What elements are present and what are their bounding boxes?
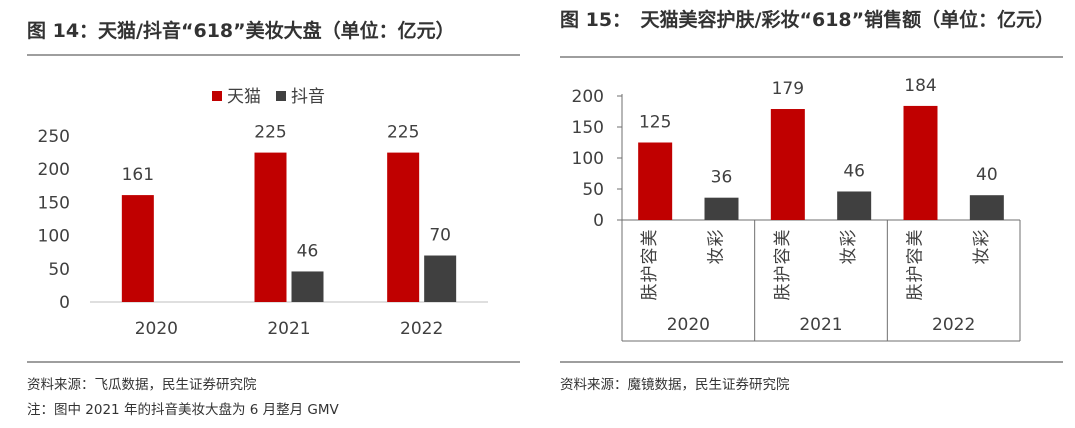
category-label-char: 彩 — [972, 230, 992, 247]
right-title-rule — [560, 56, 1063, 58]
category-label-char: 彩 — [707, 230, 727, 247]
category-label-char: 美 — [906, 230, 926, 247]
y-tick-label: 150 — [38, 193, 70, 213]
category-label-char: 美 — [640, 230, 660, 247]
y-tick-label: 150 — [572, 118, 604, 138]
bar-tmall-2020 — [121, 195, 154, 302]
left-bar-chart: 0 50 100 150 200 250 161 2020 225 46 2021 225 70 2022… — [38, 87, 488, 339]
y-tick-label: 250 — [38, 127, 70, 147]
bar-skincare-2021 — [770, 109, 805, 220]
data-label: 70 — [429, 226, 451, 246]
legend-label: 天猫 — [227, 87, 261, 107]
legend-swatch-douyin — [276, 91, 286, 101]
group-label: 2022 — [932, 315, 975, 335]
bar-makeup-2021 — [837, 191, 872, 220]
x-tick-label: 2020 — [135, 319, 178, 339]
right-bar-chart: 050100150200125美容护肤36彩妆2020179美容护肤46彩妆20… — [572, 76, 1021, 342]
y-tick-label: 0 — [59, 293, 70, 313]
data-label: 125 — [639, 113, 671, 133]
y-tick-label: 100 — [38, 227, 70, 247]
right-chart-title: 图 15： 天猫美容护肤/彩妆“618”销售额（单位：亿元） — [560, 9, 1055, 31]
left-source-text: 资料来源：飞瓜数据，民生证券研究院 — [27, 377, 257, 393]
y-tick-label: 0 — [593, 211, 604, 231]
legend-swatch-tmall — [212, 91, 222, 101]
bar-douyin-2021 — [291, 271, 324, 302]
bar-skincare-2020 — [638, 142, 673, 220]
category-label-char: 肤 — [640, 284, 660, 301]
category-label-char: 美 — [773, 229, 793, 246]
data-label: 46 — [843, 161, 865, 181]
data-label: 179 — [772, 79, 804, 99]
category-label-char: 护 — [906, 266, 926, 283]
category-label-char: 妆 — [707, 248, 727, 265]
bar-tmall-2021 — [254, 152, 287, 302]
left-source-rule — [27, 361, 520, 363]
category-label-char: 护 — [640, 266, 660, 283]
y-tick-label: 50 — [48, 260, 70, 280]
y-tick-label: 200 — [38, 160, 70, 180]
data-label: 225 — [387, 123, 419, 143]
bar-makeup-2020 — [704, 197, 739, 220]
category-label-char: 容 — [773, 247, 793, 264]
left-note-text: 注：图中 2021 年的抖音美妆大盘为 6 月整月 GMV — [27, 402, 339, 418]
category-label-char: 肤 — [906, 284, 926, 301]
data-label: 161 — [122, 165, 154, 185]
right-source-rule — [560, 361, 1063, 363]
bar-skincare-2022 — [903, 105, 938, 220]
group-label: 2021 — [799, 315, 842, 335]
category-label-char: 护 — [773, 266, 793, 283]
left-title-rule — [27, 54, 520, 56]
data-label: 40 — [976, 165, 998, 185]
x-tick-label: 2022 — [400, 319, 443, 339]
right-source-text: 资料来源：魔镜数据，民生证券研究院 — [560, 377, 790, 393]
y-tick-label: 200 — [572, 87, 604, 107]
bar-douyin-2022 — [424, 255, 457, 302]
category-label-char: 彩 — [839, 230, 859, 247]
legend-label: 抖音 — [291, 87, 325, 107]
left-chart-panel: 图 14：天猫/抖音“618”美妆大盘（单位：亿元） 0 50 100 150 200 2… — [0, 0, 530, 428]
category-label-char: 容 — [906, 248, 926, 265]
category-label-char: 妆 — [839, 248, 859, 265]
data-label: 225 — [254, 123, 286, 143]
category-label-char: 肤 — [773, 284, 793, 301]
data-label: 36 — [711, 168, 733, 188]
data-label: 184 — [904, 76, 936, 96]
data-label: 46 — [297, 241, 319, 261]
bar-makeup-2022 — [969, 195, 1004, 220]
right-chart-panel: 图 15： 天猫美容护肤/彩妆“618”销售额（单位：亿元） 0 50 100 150… — [548, 0, 1075, 428]
category-label-char: 妆 — [972, 248, 992, 265]
bar-tmall-2022 — [387, 152, 420, 302]
y-tick-label: 100 — [572, 149, 604, 169]
x-tick-label: 2021 — [267, 319, 310, 339]
left-chart-title: 图 14：天猫/抖音“618”美妆大盘（单位：亿元） — [27, 20, 455, 42]
category-label-char: 容 — [640, 248, 660, 265]
group-label: 2020 — [667, 315, 710, 335]
y-tick-label: 50 — [582, 180, 604, 200]
